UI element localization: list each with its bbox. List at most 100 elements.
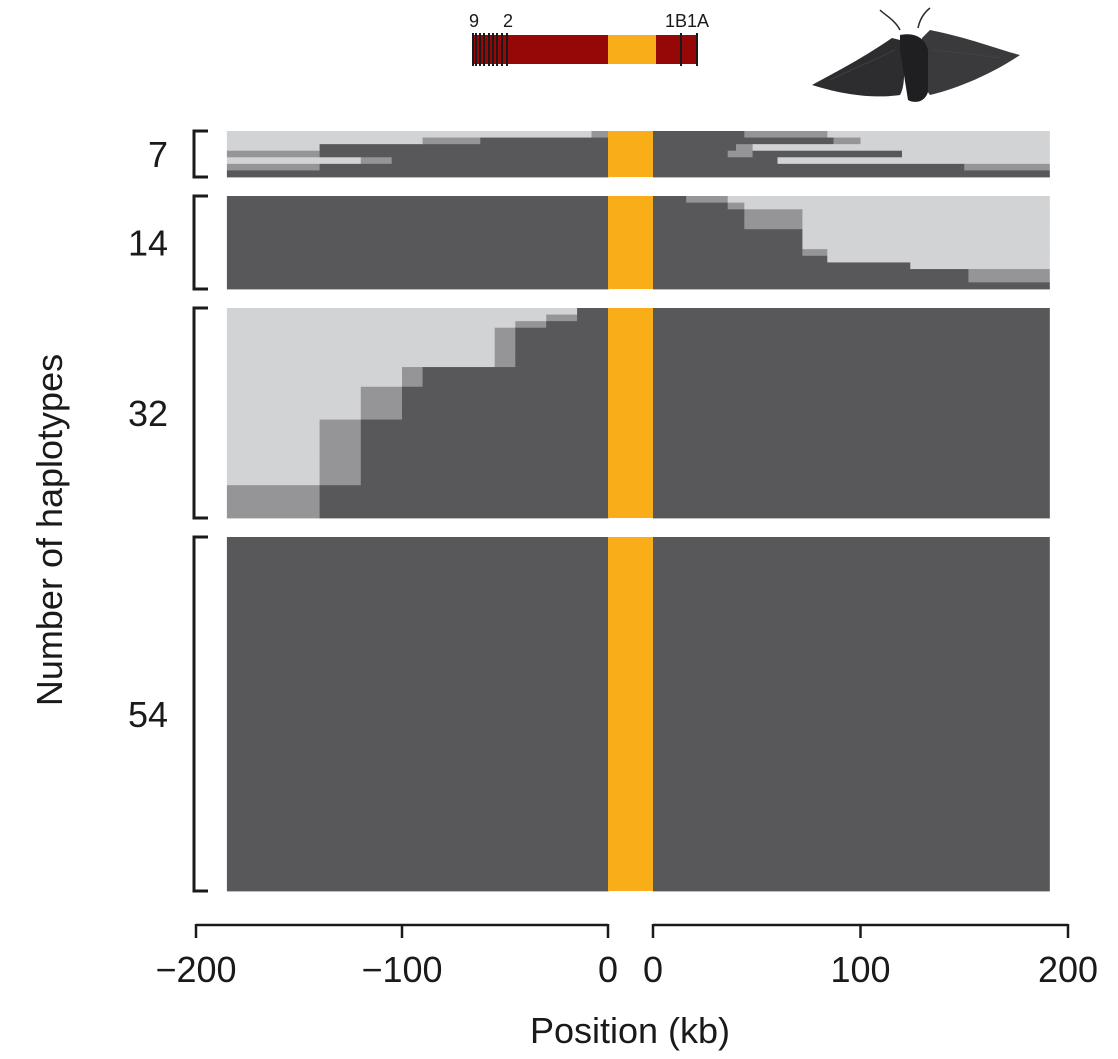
haplotype-segment: [319, 144, 362, 152]
haplotype-segment: [727, 150, 754, 158]
haplotype-segment: [727, 202, 745, 210]
haplotype-segment: [402, 373, 424, 381]
insert-band: [608, 131, 653, 891]
haplotype-segment: [226, 334, 496, 342]
haplotype-segment: [736, 144, 754, 152]
haplotype-segment: [226, 537, 609, 892]
haplotype-segment: [360, 458, 609, 466]
haplotype-segment: [653, 413, 1050, 420]
haplotype-segment: [653, 282, 1050, 290]
haplotype-segment: [360, 432, 609, 440]
haplotype-segment: [802, 242, 1050, 250]
haplotype-segment: [319, 478, 362, 486]
haplotype-segment: [226, 367, 403, 375]
moth-image: [812, 7, 1020, 102]
insert-band-segment: [608, 537, 653, 891]
haplotype-segment: [653, 137, 745, 145]
haplotype-segment: [226, 465, 321, 473]
haplotype-segment: [494, 360, 516, 368]
haplotype-segment: [319, 485, 609, 493]
haplotype-segment: [515, 334, 609, 342]
haplotype-segment: [653, 157, 778, 165]
haplotype-segment: [226, 340, 496, 348]
haplotype-segment: [546, 314, 578, 322]
haplotype-segment: [653, 242, 803, 250]
haplotype-segment: [653, 202, 729, 210]
haplotype-segment: [653, 504, 1050, 512]
haplotype-segment: [226, 452, 321, 460]
haplotype-segment: [653, 229, 803, 237]
group-brackets: 7 14 32 54: [128, 129, 208, 893]
haplotype-segment: [319, 472, 362, 480]
haplotype-segment: [653, 465, 1050, 473]
exon-label: 1A: [687, 11, 709, 31]
haplotype-segment: [360, 144, 609, 152]
haplotype-segment: [653, 426, 1050, 434]
haplotype-segment: [494, 334, 516, 342]
haplotype-segment: [226, 215, 609, 223]
haplotype-segment: [226, 209, 609, 217]
haplotype-segment: [653, 249, 803, 257]
haplotype-segment: [653, 308, 1050, 315]
x-axis-label: Position (kb): [530, 1010, 730, 1051]
haplotype-segment: [653, 485, 1050, 493]
haplotype-segment: [226, 511, 321, 519]
haplotype-segment: [752, 144, 1050, 152]
haplotype-segment: [226, 170, 609, 178]
haplotype-segment: [226, 478, 321, 486]
exon-label: 2: [503, 11, 513, 31]
haplotype-segment: [422, 380, 609, 388]
haplotype-segment: [226, 229, 609, 237]
haplotype-segment: [226, 144, 321, 152]
haplotype-segment: [653, 144, 737, 152]
haplotype-segment: [653, 131, 745, 138]
haplotype-segment: [226, 458, 321, 466]
haplotype-segment: [319, 452, 362, 460]
x-axis: −200 −100 0 0 100 200: [155, 923, 1098, 990]
haplotype-segment: [577, 308, 609, 315]
haplotype-segment: [653, 399, 1050, 407]
haplotype-segment: [226, 413, 362, 420]
haplotype-segment: [226, 380, 403, 388]
haplotype-segment: [422, 137, 481, 145]
haplotype-segment: [653, 393, 1050, 401]
haplotype-segment: [226, 202, 609, 210]
haplotype-segment: [319, 163, 609, 171]
haplotype-segment: [226, 308, 578, 315]
haplotype-segment: [802, 235, 1050, 243]
group-count-label: 32: [128, 393, 168, 434]
haplotype-segment: [653, 269, 969, 277]
haplotype-segment: [226, 131, 593, 138]
haplotype-group-14: [226, 196, 1050, 290]
haplotype-segment: [319, 419, 362, 427]
x-tick-label: 0: [643, 949, 663, 990]
haplotype-segment: [226, 485, 321, 493]
x-tick-label: −200: [155, 949, 236, 990]
haplotype-segment: [360, 157, 393, 165]
haplotype-segment: [494, 353, 516, 361]
haplotype-segment: [515, 353, 609, 361]
haplotype-segment: [653, 511, 1050, 519]
haplotype-segment: [391, 157, 609, 165]
haplotype-segment: [515, 327, 609, 335]
haplotype-segment: [422, 367, 609, 375]
haplotype-segment: [226, 235, 609, 243]
haplotype-segment: [827, 249, 1050, 257]
haplotype-segment: [653, 537, 1050, 892]
haplotype-segment: [494, 340, 516, 348]
haplotype-segment: [226, 262, 609, 270]
haplotype-segment: [833, 137, 861, 145]
haplotype-segment: [653, 275, 969, 283]
haplotype-segment: [802, 249, 828, 257]
haplotype-segment: [319, 491, 609, 499]
haplotype-segment: [860, 137, 1050, 145]
haplotype-segment: [360, 413, 403, 420]
haplotype-segment: [360, 439, 609, 447]
exon-label: 1B: [665, 11, 687, 31]
haplotype-segment: [480, 137, 609, 145]
haplotype-segment: [910, 262, 1050, 270]
haplotype-segment: [319, 445, 362, 453]
haplotype-segment: [226, 222, 609, 230]
gene-right-block: [656, 35, 698, 64]
haplotype-segment: [653, 419, 1050, 427]
